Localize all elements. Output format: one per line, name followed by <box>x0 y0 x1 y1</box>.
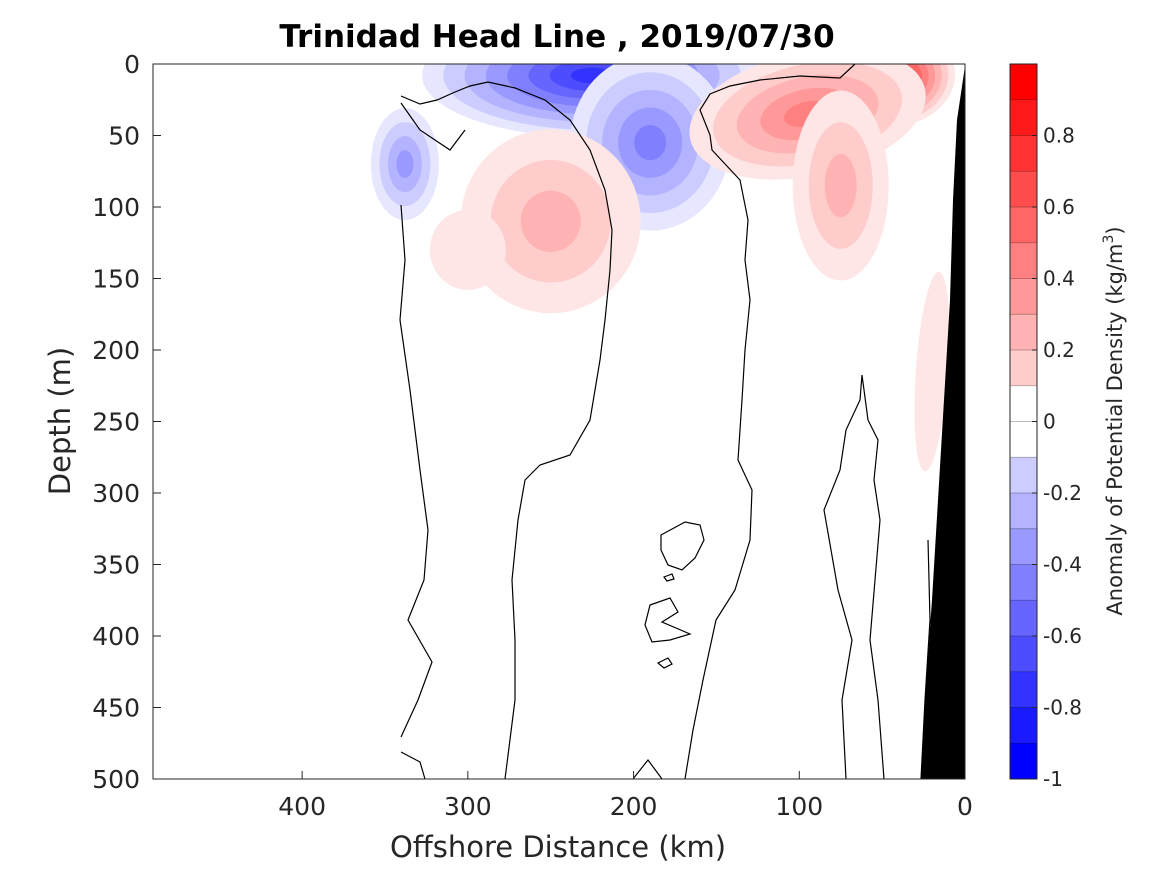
colorbar-band <box>1010 600 1037 637</box>
y-tick-label: 0 <box>124 50 140 79</box>
colorbar-tick-label: -0.4 <box>1043 553 1082 577</box>
y-tick-label: 50 <box>108 122 140 151</box>
colorbar-tick-label: -0.8 <box>1043 696 1082 720</box>
colorbar-tick-label: 0 <box>1043 410 1056 434</box>
y-tick-label: 150 <box>92 265 140 294</box>
x-tick-label: 0 <box>957 792 973 821</box>
colorbar-band <box>1010 350 1037 387</box>
colorbar-band <box>1010 99 1037 136</box>
anomaly-level <box>634 125 667 161</box>
colorbar-band <box>1010 493 1037 530</box>
colorbar-band <box>1010 528 1037 565</box>
colorbar-band <box>1010 135 1037 172</box>
y-axis-ticks: 0 50 100 150 200 250 300 350 400 450 500 <box>92 50 161 794</box>
zero-contour <box>400 751 426 779</box>
y-tick-label: 350 <box>92 551 140 580</box>
x-tick-label: 200 <box>610 792 658 821</box>
x-tick-label: 300 <box>444 792 492 821</box>
colorbar-band <box>1010 707 1037 744</box>
anomaly-positive <box>914 271 950 472</box>
colorbar-band <box>1010 421 1037 458</box>
anomaly-level <box>914 271 950 472</box>
zero-contour-layer <box>399 64 931 779</box>
anomaly-positive <box>792 90 889 281</box>
y-tick-label: 400 <box>92 622 140 651</box>
y-tick-label: 450 <box>92 694 140 723</box>
colorbar-band <box>1010 207 1037 244</box>
anomaly-level <box>396 150 414 179</box>
zero-contour <box>400 102 466 151</box>
colorbar-band <box>1010 242 1037 279</box>
anomaly-positive <box>429 209 506 290</box>
anomaly-fill-layer <box>370 64 956 472</box>
colorbar-tick-label: 0.2 <box>1043 338 1075 362</box>
colorbar-tick-label: 0.8 <box>1043 124 1075 148</box>
chart-title: Trinidad Head Line , 2019/07/30 <box>279 19 834 55</box>
y-tick-label: 500 <box>92 765 140 794</box>
zero-contour <box>656 657 673 669</box>
colorbar-label-suffix: ) <box>1103 226 1127 234</box>
zero-contour <box>663 573 675 582</box>
colorbar-band <box>1010 385 1037 422</box>
zero-contour <box>632 759 663 779</box>
colorbar-band <box>1010 457 1037 494</box>
colorbar-tick-label: -0.6 <box>1043 624 1082 648</box>
colorbar-band <box>1010 671 1037 708</box>
x-axis-label: Offshore Distance (km) <box>390 830 726 864</box>
colorbar-tick-label: 0.4 <box>1043 267 1075 291</box>
y-tick-label: 250 <box>92 408 140 437</box>
y-axis-label: Depth (m) <box>43 347 77 495</box>
colorbar-band <box>1010 278 1037 315</box>
anomaly-level <box>824 153 857 218</box>
zero-contour <box>400 81 613 779</box>
x-tick-label: 100 <box>775 792 823 821</box>
zero-contour <box>399 204 433 738</box>
x-tick-label: 400 <box>278 792 326 821</box>
colorbar-tick-label: 0.6 <box>1043 195 1075 219</box>
colorbar-label-text: Anomaly of Potential Density (kg/m <box>1103 244 1127 616</box>
colorbar-band <box>1010 171 1037 208</box>
colorbar-ticks: 0.8 0.6 0.4 0.2 0 -0.2 -0.4 -0.6 -0.8 -1 <box>1032 124 1082 791</box>
colorbar-tick-label: -0.2 <box>1043 481 1082 505</box>
colorbar: 0.8 0.6 0.4 0.2 0 -0.2 -0.4 -0.6 -0.8 -1 Anomaly … <box>1009 63 1127 791</box>
anomaly-negative <box>370 108 439 221</box>
plot-area: 400 300 200 100 0 0 50 100 150 200 250 300 350 400 45… <box>92 50 973 821</box>
anomaly-level <box>429 209 506 290</box>
anomaly-level <box>520 190 581 252</box>
colorbar-band <box>1010 743 1037 780</box>
zero-contour <box>644 597 692 643</box>
colorbar-label-superscript: 3 <box>1101 235 1117 244</box>
colorbar-bands <box>1010 64 1037 780</box>
zero-contour <box>660 521 705 571</box>
y-tick-label: 200 <box>92 336 140 365</box>
x-axis-ticks: 400 300 200 100 0 <box>278 771 973 821</box>
zero-contour <box>823 374 885 779</box>
colorbar-label: Anomaly of Potential Density (kg/m3) <box>1101 226 1127 615</box>
colorbar-band <box>1010 564 1037 601</box>
colorbar-band <box>1010 64 1037 101</box>
bathymetry-seafloor <box>921 66 965 779</box>
zero-contour <box>684 64 856 779</box>
anomaly-positive <box>460 129 641 314</box>
colorbar-tick-label: -1 <box>1043 767 1063 791</box>
y-tick-label: 100 <box>92 193 140 222</box>
y-tick-label: 300 <box>92 479 140 508</box>
colorbar-band <box>1010 636 1037 673</box>
colorbar-band <box>1010 314 1037 351</box>
